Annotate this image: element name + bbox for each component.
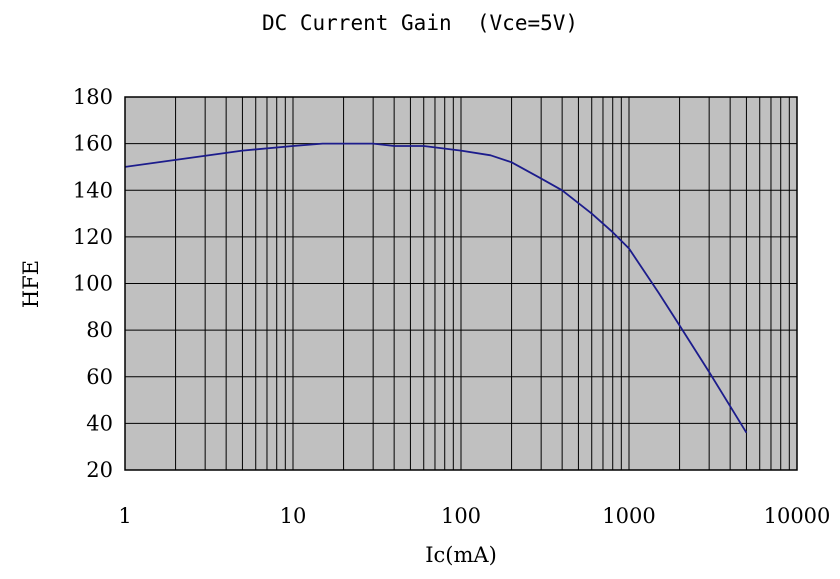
y-tick-label: 20	[86, 458, 113, 482]
series-group	[124, 142, 748, 434]
x-tick-label: 10	[280, 504, 307, 528]
x-tick-label: 1000	[602, 504, 655, 528]
y-tick-label: 40	[86, 411, 113, 435]
x-tick-label: 10000	[764, 504, 831, 528]
x-tick-label: 1	[118, 504, 131, 528]
series-line	[124, 142, 748, 434]
y-tick-label: 160	[73, 132, 113, 156]
plot-frame	[124, 96, 798, 471]
x-tick-label: 100	[441, 504, 481, 528]
x-axis-label: Ic(mA)	[425, 543, 497, 567]
y-tick-label: 60	[86, 365, 113, 389]
y-axis-label: HFE	[19, 260, 43, 308]
y-tick-labels: 20 40 60 80 100 120 140 160 180	[73, 85, 113, 482]
y-tick-label: 80	[86, 318, 113, 342]
y-tick-label: 140	[73, 178, 113, 202]
y-tick-label: 180	[73, 85, 113, 109]
grid-lines	[125, 97, 797, 470]
x-tick-labels: 1 10 100 1000 10000	[118, 504, 830, 528]
y-tick-label: 100	[73, 272, 113, 296]
y-tick-label: 120	[73, 225, 113, 249]
chart-title: DC Current Gain (Vce=5V)	[262, 11, 578, 35]
